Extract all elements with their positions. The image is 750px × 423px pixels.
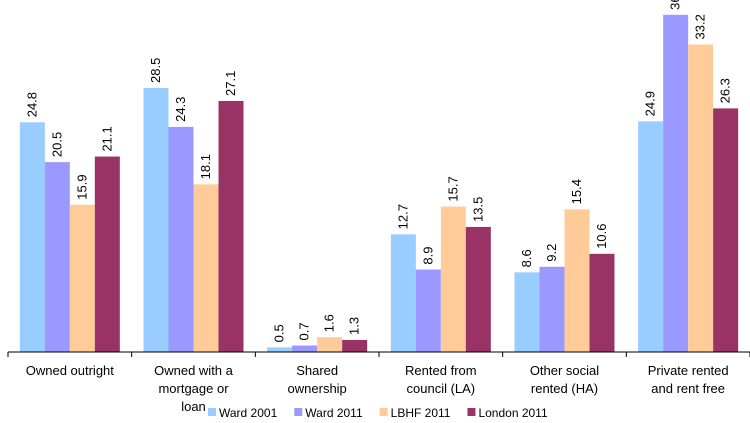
label-line: Owned outright [26, 363, 115, 378]
label-line: loan [181, 399, 206, 414]
value-label: 20.5 [49, 132, 64, 157]
legend-swatch [294, 408, 303, 416]
label-line: Rented from [405, 363, 477, 378]
value-label: 13.5 [470, 197, 485, 222]
bar [317, 337, 343, 352]
value-label: 18.1 [198, 154, 213, 179]
value-label: 10.6 [594, 223, 609, 248]
bar [193, 184, 219, 352]
value-label: 24.9 [643, 91, 658, 116]
bar [143, 88, 169, 352]
bar [267, 347, 293, 352]
label-line: ownership [288, 381, 347, 396]
bar [465, 226, 491, 352]
value-label: 0.7 [297, 322, 312, 340]
value-label: 24.3 [173, 97, 188, 122]
x-tick-label: Owned with a mortgage or loan [154, 363, 234, 414]
value-label: 15.7 [445, 176, 460, 201]
value-label: 27.1 [223, 71, 238, 96]
bar [218, 100, 244, 353]
label-line: and rent free [651, 381, 725, 396]
label-line: Shared [296, 363, 338, 378]
bar [638, 121, 664, 352]
bar [44, 162, 70, 352]
bar [342, 339, 368, 352]
x-tick-label: Shared ownership [288, 363, 347, 396]
value-label: 33.2 [693, 14, 708, 39]
bar [514, 272, 540, 352]
label-line: Other social [530, 363, 599, 378]
bar [292, 345, 318, 352]
label-line: Owned with a [154, 363, 234, 378]
value-label: 12.7 [395, 204, 410, 229]
bar [415, 269, 441, 352]
value-label: 28.5 [148, 58, 163, 83]
value-label: 8.6 [519, 249, 534, 267]
legend-swatch [467, 408, 476, 416]
bar [688, 44, 714, 352]
bar [94, 156, 120, 352]
value-label: 8.9 [420, 246, 435, 264]
bar [589, 253, 615, 352]
bar [168, 126, 194, 352]
bar [564, 209, 590, 352]
x-tick-label: Owned outright [26, 363, 115, 378]
legend-swatch [208, 408, 216, 416]
legend-swatch [379, 408, 388, 416]
bar [390, 234, 416, 352]
legend-label: Ward 2011 [305, 406, 363, 420]
bar [663, 14, 689, 353]
legend-label: London 2011 [478, 406, 548, 420]
bar [19, 122, 45, 352]
label-line: Private rented [648, 363, 729, 378]
value-label: 26.3 [718, 78, 733, 103]
legend-label: LBHF 2011 [391, 406, 451, 420]
value-label: 36.4 [668, 0, 683, 10]
value-label: 9.2 [544, 244, 559, 262]
legend-label: Ward 2001 [219, 406, 278, 420]
x-tick-label: Other social rented (HA) [530, 363, 599, 396]
label-line: mortgage or [158, 381, 229, 396]
label-line: council (LA) [407, 381, 476, 396]
bar [713, 108, 739, 353]
value-label: 1.6 [322, 314, 337, 332]
bar [440, 206, 466, 352]
x-tick-label: Rented from council (LA) [405, 363, 477, 396]
value-label: 1.3 [347, 317, 362, 335]
value-label: 24.8 [24, 92, 39, 117]
bar [539, 266, 565, 352]
label-line: rented (HA) [531, 381, 598, 396]
bar [69, 204, 95, 352]
value-label: 21.1 [99, 126, 114, 151]
value-label: 15.4 [569, 179, 584, 204]
value-label: 15.9 [74, 174, 89, 199]
x-tick-label: Private rented and rent free [648, 363, 729, 396]
value-label: 0.5 [272, 324, 287, 342]
